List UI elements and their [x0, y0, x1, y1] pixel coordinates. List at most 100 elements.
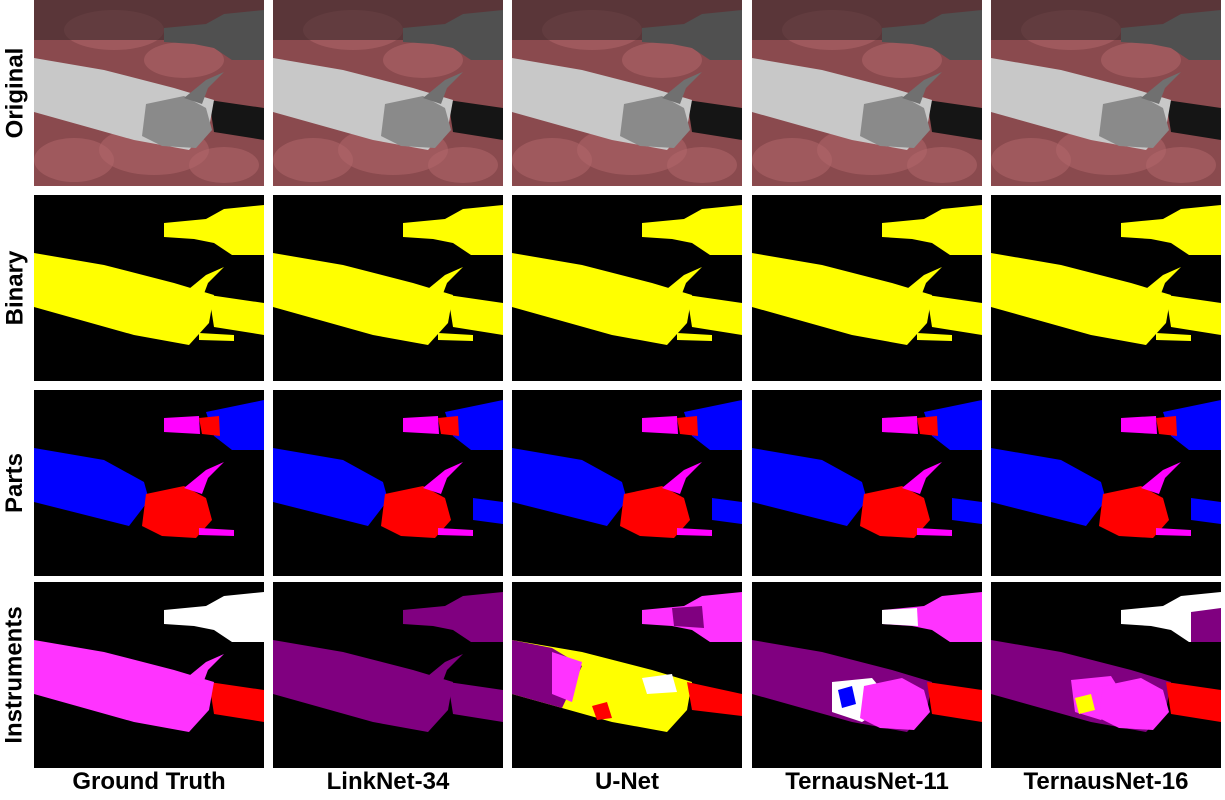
- cell-original-t16: [991, 0, 1221, 186]
- binary-mask-upper: [403, 205, 503, 255]
- instrument-wrist: [381, 96, 451, 148]
- column-label-unet: U-Net: [595, 768, 659, 795]
- instrument-mask-shaft: [34, 640, 214, 732]
- original-image: [273, 0, 503, 186]
- row-label-original: Original: [0, 0, 30, 186]
- cell-parts-unet: [512, 390, 742, 576]
- instrument-mask-upper-patch: [672, 606, 704, 628]
- instruments-image: [34, 582, 264, 768]
- parts-wrist-upper: [917, 416, 938, 436]
- instrument-clasper: [1141, 72, 1181, 104]
- binary-mask-right: [209, 295, 264, 335]
- instrument-wrist: [142, 96, 212, 148]
- parts-clasper-upper: [1121, 416, 1157, 434]
- upper-instrument: [882, 10, 982, 60]
- cell-original-t11: [752, 0, 982, 186]
- parts-wrist: [620, 486, 690, 538]
- instrument-mask-upper: [882, 592, 982, 642]
- binary-mask-shaft: [273, 253, 453, 345]
- binary-mask-clasper: [1156, 333, 1191, 341]
- parts-clasper: [902, 462, 942, 494]
- cell-parts-gt: [34, 390, 264, 576]
- parts-shaft-right: [1191, 498, 1221, 524]
- instrument-mask-right: [209, 682, 264, 722]
- parts-clasper: [1156, 528, 1191, 536]
- dark-shaft-instrument: [687, 100, 742, 140]
- binary-mask-clasper: [423, 267, 463, 299]
- instrument-mask-patch: [642, 674, 677, 694]
- binary-image: [34, 195, 264, 381]
- cell-instruments-link: [273, 582, 503, 768]
- instrument-clasper: [423, 72, 463, 104]
- instruments-image: [512, 582, 742, 768]
- parts-image: [991, 390, 1221, 576]
- tissue-highlight: [667, 147, 737, 183]
- parts-clasper-upper: [403, 416, 439, 434]
- row-label-parts: Parts: [0, 390, 30, 576]
- upper-instrument: [164, 10, 264, 60]
- binary-mask-right: [1166, 295, 1221, 335]
- cell-instruments-t16: [991, 582, 1221, 768]
- binary-image: [752, 195, 982, 381]
- parts-image: [752, 390, 982, 576]
- parts-wrist: [381, 486, 451, 538]
- binary-mask-clasper: [662, 267, 702, 299]
- cell-parts-t11: [752, 390, 982, 576]
- parts-wrist-upper: [677, 416, 698, 436]
- column-label-link: LinkNet-34: [326, 768, 450, 795]
- binary-mask-clasper: [1141, 267, 1181, 299]
- parts-image: [34, 390, 264, 576]
- cell-parts-link: [273, 390, 503, 576]
- parts-wrist-upper: [1156, 416, 1177, 436]
- tissue-highlight: [1146, 147, 1216, 183]
- binary-mask-upper: [642, 205, 742, 255]
- parts-shaft-right: [952, 498, 982, 524]
- row-label-text: Parts: [1, 452, 29, 514]
- instrument-wrist: [620, 96, 690, 148]
- instrument-mask-right: [448, 682, 503, 722]
- instrument-wrist: [860, 96, 930, 148]
- parts-clasper: [1141, 462, 1181, 494]
- parts-wrist: [860, 486, 930, 538]
- instrument-clasper: [184, 72, 224, 104]
- parts-clasper-upper: [164, 416, 200, 434]
- parts-shaft-upper: [684, 400, 742, 450]
- row-label-text: Binary: [1, 250, 29, 326]
- tissue-highlight: [383, 42, 463, 78]
- instrument-mask-patch: [1075, 694, 1095, 714]
- parts-clasper-upper: [882, 416, 918, 434]
- instrument-mask-upper-patch: [1191, 608, 1221, 642]
- parts-shaft-right: [712, 498, 742, 524]
- original-image: [512, 0, 742, 186]
- parts-clasper-upper: [642, 416, 678, 434]
- binary-mask-shaft: [512, 253, 692, 345]
- column-label-t11: TernausNet-11: [785, 768, 949, 795]
- instrument-mask-clasper: [423, 654, 463, 686]
- tissue-highlight: [991, 138, 1071, 182]
- binary-mask-upper: [882, 205, 982, 255]
- binary-image: [991, 195, 1221, 381]
- binary-mask-clasper: [438, 333, 473, 341]
- upper-instrument: [1121, 10, 1221, 60]
- cell-parts-t16: [991, 390, 1221, 576]
- parts-clasper: [438, 528, 473, 536]
- parts-wrist: [142, 486, 212, 538]
- cell-binary-gt: [34, 195, 264, 381]
- parts-wrist: [1099, 486, 1169, 538]
- parts-clasper: [184, 462, 224, 494]
- parts-shaft: [752, 448, 867, 526]
- cell-binary-t11: [752, 195, 982, 381]
- cell-binary-t16: [991, 195, 1221, 381]
- parts-shaft: [273, 448, 388, 526]
- column-label-t16: TernausNet-16: [1023, 768, 1189, 795]
- row-label-instruments: Instruments: [0, 582, 30, 768]
- instrument-mask-upper-tip: [882, 608, 918, 626]
- parts-shaft: [991, 448, 1106, 526]
- binary-image: [273, 195, 503, 381]
- parts-image: [273, 390, 503, 576]
- binary-image: [512, 195, 742, 381]
- instrument-mask-upper: [403, 592, 503, 642]
- instrument-mask-shaft: [273, 640, 453, 732]
- binary-mask-clasper: [184, 267, 224, 299]
